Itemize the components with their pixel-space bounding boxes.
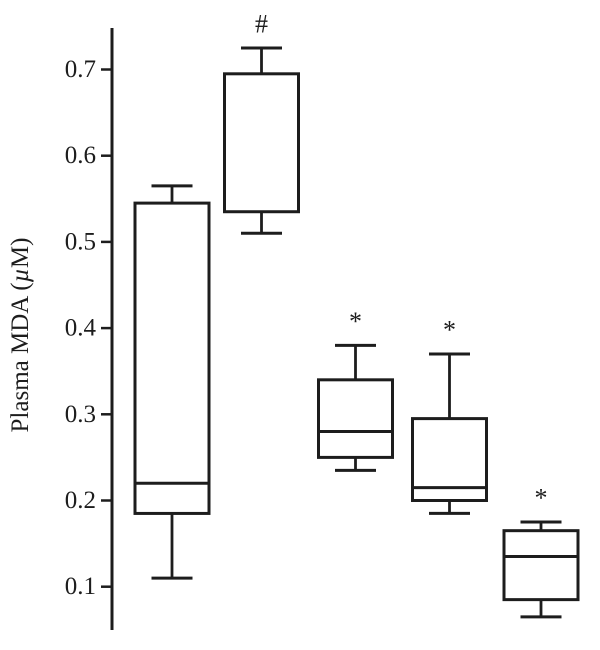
y-axis-tick-label: 0.6 [65, 142, 96, 169]
significance-marker: * [443, 315, 456, 344]
y-axis-label-suffix: M) [7, 238, 34, 269]
iqr-box [133, 201, 211, 515]
y-axis-label-prefix: Plasma MDA ( [7, 282, 34, 432]
box-group-1 [133, 184, 211, 580]
significance-marker: # [255, 9, 268, 38]
box-group-5: * [502, 484, 580, 619]
significance-marker: * [349, 307, 362, 336]
y-axis-tick-label: 0.2 [65, 487, 96, 514]
y-axis-tick-label: 0.5 [65, 228, 96, 255]
y-axis-tick-label: 0.3 [65, 401, 96, 428]
box-group-4: * [411, 315, 488, 515]
box-group-2: # [223, 9, 300, 235]
y-axis: 0.7 0.6 0.5 0.4 0.3 0.2 0.1 [65, 28, 114, 630]
y-axis-tick-label: 0.1 [65, 573, 96, 600]
iqr-box [502, 529, 580, 602]
box-group-3: * [317, 307, 394, 472]
iqr-box [317, 378, 394, 459]
y-axis-label-mu: µ [7, 268, 34, 282]
box-series: # * * * [133, 9, 580, 619]
significance-marker: * [535, 484, 548, 513]
y-axis-tick-label: 0.4 [65, 315, 97, 342]
y-axis-tick-label: 0.7 [65, 56, 96, 83]
y-axis-label: Plasma MDA (µM) [7, 238, 34, 433]
iqr-box [223, 72, 300, 214]
